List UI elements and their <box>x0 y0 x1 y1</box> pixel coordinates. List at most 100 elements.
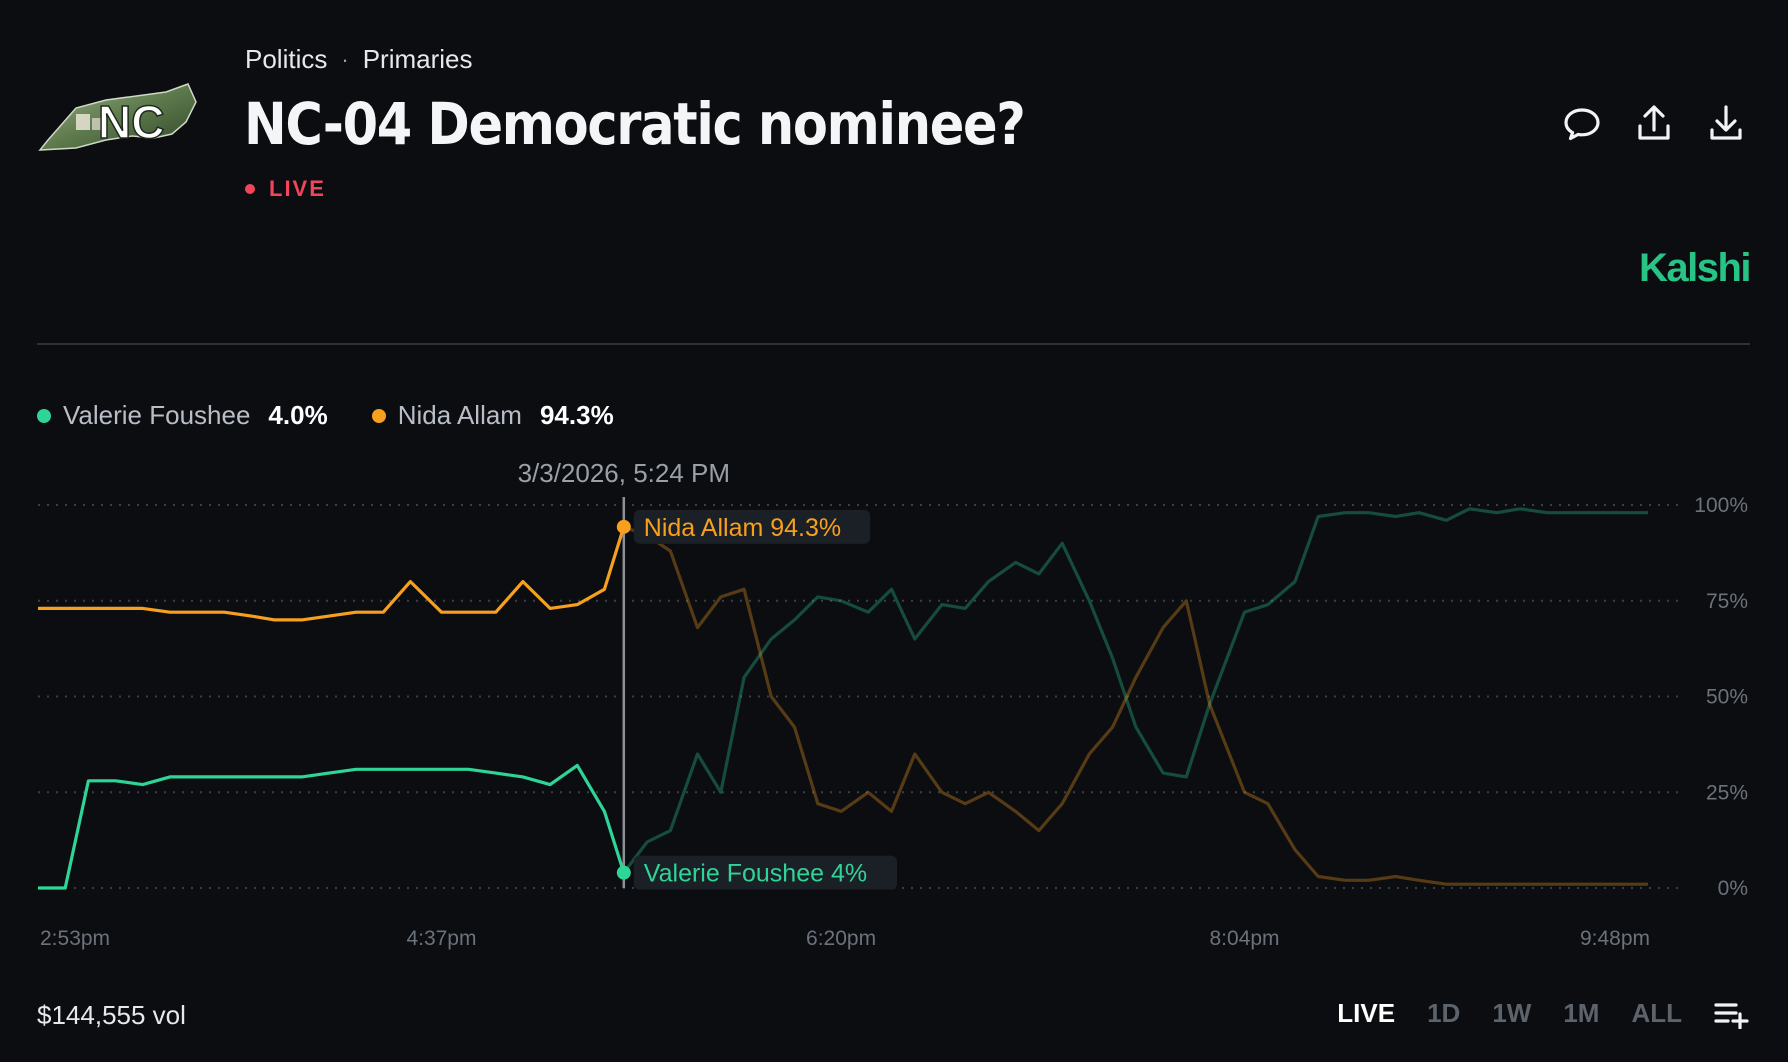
data-point <box>1368 879 1370 881</box>
y-tick-label: 75% <box>1706 590 1748 613</box>
data-point <box>467 611 469 613</box>
data-point <box>274 776 276 778</box>
x-tick-label: 6:20pm <box>806 927 876 950</box>
data-point <box>914 638 916 640</box>
data-point <box>1546 512 1548 514</box>
data-point <box>603 810 605 812</box>
data-point <box>696 753 698 755</box>
data-point <box>1111 657 1113 659</box>
data-point <box>37 607 39 609</box>
download-icon[interactable] <box>1704 102 1748 146</box>
data-point <box>196 776 198 778</box>
logo-text: NC <box>98 96 164 148</box>
list-add-icon[interactable] <box>1714 999 1750 1029</box>
data-point <box>1294 580 1296 582</box>
data-point <box>250 615 252 617</box>
data-point <box>840 600 842 602</box>
series-line-0-active <box>38 763 626 890</box>
data-point <box>1294 849 1296 851</box>
data-point <box>1088 753 1090 755</box>
breadcrumb-politics[interactable]: Politics <box>245 44 328 74</box>
data-point <box>1243 791 1245 793</box>
range-1m-button[interactable]: 1M <box>1563 998 1600 1028</box>
data-point <box>743 588 745 590</box>
data-point <box>817 803 819 805</box>
data-point <box>440 611 442 613</box>
comment-icon[interactable] <box>1560 102 1604 146</box>
data-point <box>1596 883 1598 885</box>
range-all-button[interactable]: ALL <box>1631 998 1682 1028</box>
data-point <box>549 783 551 785</box>
hover-point <box>616 519 631 534</box>
data-point <box>1088 600 1090 602</box>
share-icon[interactable] <box>1632 102 1676 146</box>
data-point <box>867 791 869 793</box>
data-point <box>696 626 698 628</box>
data-point <box>495 772 497 774</box>
legend-value-allam: 94.3% <box>539 400 614 430</box>
data-point <box>1014 561 1016 563</box>
legend-name-foushee: Valerie Foushee <box>63 400 251 430</box>
data-point <box>1344 512 1346 514</box>
data-point <box>301 776 303 778</box>
x-tick-label: 4:37pm <box>406 927 476 950</box>
hover-label-text: Valerie Foushee 4% <box>644 860 867 888</box>
data-point <box>142 783 144 785</box>
x-tick-label: 2:53pm <box>40 927 110 950</box>
data-point <box>301 619 303 621</box>
chart-grid <box>38 504 1680 889</box>
range-1d-button[interactable]: 1D <box>1427 998 1461 1028</box>
breadcrumb-primaries[interactable]: Primaries <box>362 44 473 74</box>
data-point <box>1267 803 1269 805</box>
hover-timestamp: 3/3/2026, 5:24 PM <box>518 458 730 488</box>
data-point <box>793 726 795 728</box>
legend-item-allam[interactable]: Nida Allam 94.3% <box>371 400 614 431</box>
data-point <box>1569 512 1571 514</box>
data-point <box>1569 883 1571 885</box>
data-point <box>549 607 551 609</box>
data-point <box>720 791 722 793</box>
state-logo: NC <box>38 83 197 151</box>
time-range-selector: LIVE 1D 1W 1M ALL <box>1337 998 1750 1029</box>
chart-hover: 3/3/2026, 5:24 PM Valerie Foushee 4% Nida … <box>518 458 898 890</box>
data-point <box>890 588 892 590</box>
data-point <box>1596 512 1598 514</box>
data-point <box>770 695 772 697</box>
data-point <box>382 768 384 770</box>
data-point <box>890 810 892 812</box>
range-1w-button[interactable]: 1W <box>1492 998 1532 1028</box>
data-point <box>941 791 943 793</box>
data-point <box>142 607 144 609</box>
data-point <box>223 611 225 613</box>
data-point <box>522 580 524 582</box>
range-live-button[interactable]: LIVE <box>1337 998 1396 1028</box>
data-point <box>1496 883 1498 885</box>
data-point <box>467 768 469 770</box>
data-point <box>114 780 116 782</box>
series-line-0-faded <box>622 507 1648 874</box>
hover-label-box <box>633 855 898 890</box>
data-point <box>169 611 171 613</box>
data-point <box>64 887 66 889</box>
hover-label-text: Nida Allam 94.3% <box>644 514 841 542</box>
page-title: NC-04 Democratic nominee? <box>244 90 1026 158</box>
data-point <box>603 588 605 590</box>
data-point <box>1344 879 1346 881</box>
data-point <box>1061 542 1063 544</box>
breadcrumb: Politics · Primaries <box>245 44 472 75</box>
price-chart[interactable]: 3/3/2026, 5:24 PM Valerie Foushee 4% Nida … <box>0 440 1788 960</box>
data-point <box>1208 703 1210 705</box>
data-point <box>1061 803 1063 805</box>
data-point <box>1185 600 1187 602</box>
legend-value-foushee: 4.0% <box>268 400 328 430</box>
data-point <box>1111 726 1113 728</box>
divider <box>37 343 1750 345</box>
chart-axes: 0% 25% 50% 75% 100% 2:53pm 4:37pm 6:20pm 8:04pm 9… <box>40 494 1748 950</box>
data-point <box>914 753 916 755</box>
legend-item-foushee[interactable]: Valerie Foushee 4.0% <box>37 400 328 431</box>
data-point <box>1620 883 1622 885</box>
data-point <box>964 607 966 609</box>
x-tick-label: 8:04pm <box>1210 927 1280 950</box>
data-point <box>1647 512 1649 514</box>
live-dot-icon <box>245 184 255 194</box>
